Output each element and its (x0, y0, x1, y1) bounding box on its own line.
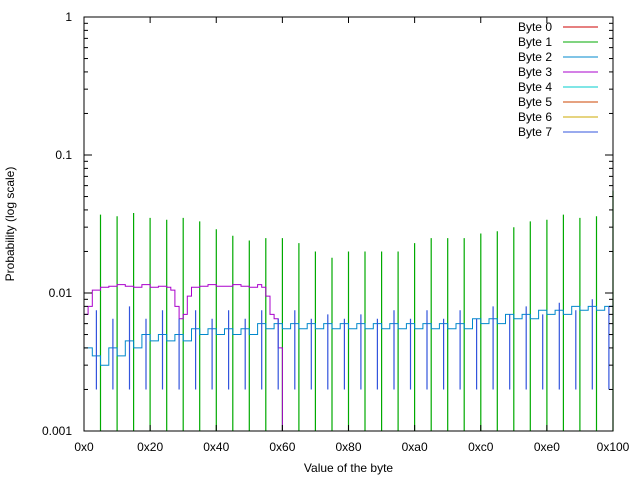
y-axis-label: Probability (log scale) (3, 167, 17, 282)
legend-label: Byte 6 (518, 110, 552, 124)
legend-entry-byte-3: Byte 3 (518, 65, 598, 79)
x-axis-label: Value of the byte (304, 461, 394, 475)
y-tick-label: 0.01 (49, 286, 73, 300)
legend-label: Byte 0 (518, 20, 552, 34)
x-tick-label: 0x20 (137, 440, 163, 454)
legend-entry-byte-4: Byte 4 (518, 80, 598, 94)
y-tick-label: 0.1 (55, 148, 72, 162)
x-tick-label: 0x0 (74, 440, 94, 454)
series-byte-1 (99, 190, 614, 431)
x-tick-label: 0xc0 (468, 440, 494, 454)
series-byte-3 (84, 284, 283, 431)
legend-label: Byte 4 (518, 80, 552, 94)
legend-entry-byte-0: Byte 0 (518, 20, 598, 34)
x-tick-label: 0x80 (335, 440, 361, 454)
x-tick-label: 0xe0 (534, 440, 560, 454)
series-byte-7 (95, 299, 610, 390)
legend-entry-byte-7: Byte 7 (518, 125, 598, 139)
x-tick-label: 0x100 (597, 440, 630, 454)
x-tick-label: 0x60 (269, 440, 295, 454)
series-byte-2 (84, 305, 613, 366)
legend-label: Byte 2 (518, 50, 552, 64)
legend-entry-byte-5: Byte 5 (518, 95, 598, 109)
legend-label: Byte 7 (518, 125, 552, 139)
y-tick-label: 1 (65, 10, 72, 24)
series-layer (84, 190, 614, 431)
x-tick-label: 0xa0 (402, 440, 428, 454)
legend-label: Byte 5 (518, 95, 552, 109)
legend-label: Byte 3 (518, 65, 552, 79)
ticks-layer: 0x0 0x20 0x40 0x60 0x80 0xa0 0xc0 0xe0 0x100 0.00… (42, 10, 630, 454)
legend-label: Byte 1 (518, 35, 552, 49)
x-tick-label: 0x40 (203, 440, 229, 454)
y-tick-label: 0.001 (42, 424, 72, 438)
legend-entry-byte-2: Byte 2 (518, 50, 598, 64)
legend-entry-byte-1: Byte 1 (518, 35, 598, 49)
legend-entry-byte-6: Byte 6 (518, 110, 598, 124)
